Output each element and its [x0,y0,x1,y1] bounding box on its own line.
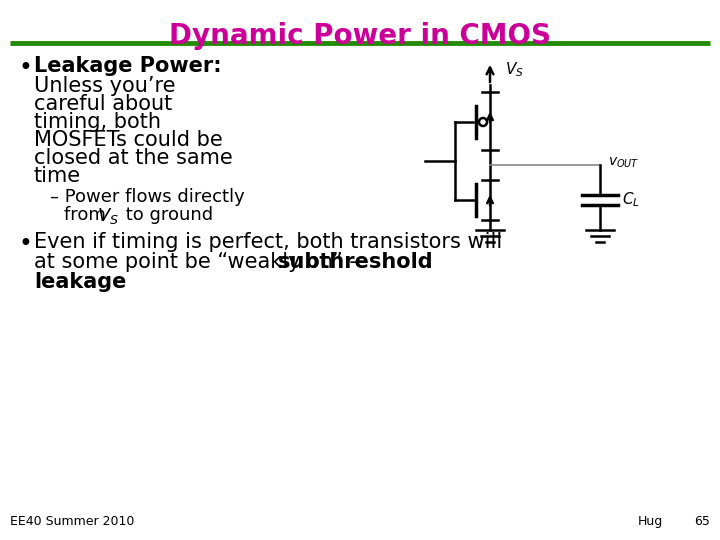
Text: $V_S$: $V_S$ [505,60,524,79]
Text: $v_{OUT}$: $v_{OUT}$ [608,156,639,170]
Text: Leakage Power:: Leakage Power: [34,56,222,76]
Text: $C_L$: $C_L$ [622,191,640,210]
Text: EE40 Summer 2010: EE40 Summer 2010 [10,515,135,528]
Text: •: • [18,232,32,256]
Text: careful about: careful about [34,94,172,114]
Text: subthreshold: subthreshold [278,252,433,272]
Text: time: time [34,166,81,186]
Text: Unless you’re: Unless you’re [34,76,176,96]
Text: Even if timing is perfect, both transistors will: Even if timing is perfect, both transist… [34,232,503,252]
Text: – Power flows directly: – Power flows directly [50,188,245,206]
Text: Dynamic Power in CMOS: Dynamic Power in CMOS [169,22,551,50]
Text: Hug: Hug [638,515,663,528]
Text: $V_S$: $V_S$ [97,206,119,226]
Text: timing, both: timing, both [34,112,161,132]
Text: MOSFETs could be: MOSFETs could be [34,130,222,150]
Text: from: from [64,206,112,224]
Text: closed at the same: closed at the same [34,148,233,168]
Text: •: • [18,56,32,80]
Text: 65: 65 [694,515,710,528]
Text: leakage: leakage [34,272,127,292]
Text: to ground: to ground [120,206,213,224]
Text: at some point be “weakly on” –: at some point be “weakly on” – [34,252,366,272]
